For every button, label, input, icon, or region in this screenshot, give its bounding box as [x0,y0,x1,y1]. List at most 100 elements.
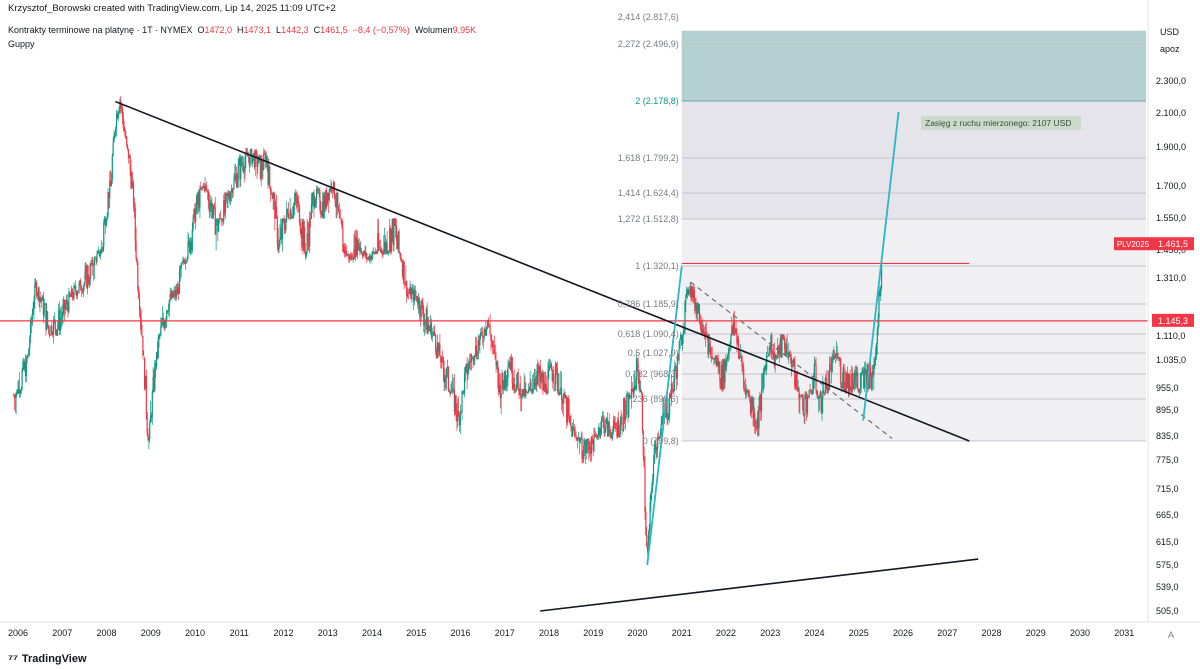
fib-zone-top[interactable] [681,30,1146,101]
candle-body [343,246,346,254]
price-tick-label: 955,0 [1156,383,1179,393]
candle-body [511,356,513,384]
trend-line-channel-dashed[interactable] [690,281,893,439]
candle-body [779,338,781,347]
hline-price-badge[interactable] [1152,313,1194,327]
candle-body [874,359,876,366]
candle-body [58,309,60,325]
candle-body [444,377,446,383]
candle-body [845,372,847,391]
candle-body [525,391,527,396]
candle-body [188,240,190,242]
time-axis[interactable]: 2006 2007 2008 2009 2010 2011 2012 2013 2014 2015… [0,621,1200,638]
candle-body [771,334,773,360]
candle-body [64,304,67,310]
trend-line-projection-2[interactable] [862,111,900,421]
candle-body [591,436,593,440]
candle-body [262,169,264,171]
candle-body [547,370,549,394]
candle-body [746,389,748,391]
candle-body [599,428,601,437]
last-price-badge[interactable] [1152,237,1194,251]
candle-body [381,250,383,253]
candle-body [718,362,720,368]
price-axis[interactable]: 2.300,02.100,01.900,01.700,01.550,01.450… [1114,0,1194,622]
candle-body [480,332,482,335]
time-tick-label: 2017 [495,628,515,638]
candle-body [303,227,305,251]
candle-body [176,289,178,295]
candle-body [715,355,718,366]
candle-body [659,433,661,437]
candle-body [369,256,371,261]
candle-body [372,251,375,253]
candle-body [172,293,175,298]
candle-body [725,361,727,367]
drawing-lines[interactable] [0,100,1148,612]
candle-body [742,366,744,370]
candle-body [753,412,755,418]
candle-body [671,383,673,391]
candle-body [343,246,345,252]
candle-body [829,364,831,389]
candle-body [363,251,365,254]
candle-body [813,363,815,382]
indicator-guppy[interactable]: Guppy [8,39,35,49]
candle-body [269,166,271,187]
candle-body [416,296,418,302]
candle-body [794,358,796,388]
candle-body [280,227,282,238]
candle-body [503,371,506,391]
candle-body [355,237,358,256]
candle-body [341,221,343,229]
candle-body [182,259,184,263]
candle-body [181,262,183,263]
fib-level-label: 2,272 (2.496,9) [618,39,679,49]
candle-body [744,389,747,395]
symbol-title[interactable]: Kontrakty terminowe na platynę · 1T · NY… [8,25,193,35]
candle-body [427,324,429,334]
fibonacci-extension[interactable] [681,30,1146,441]
candle-body [798,387,800,399]
candle-body [330,186,332,191]
candle-body [660,424,662,434]
candle-body [229,191,232,202]
candle-body [865,371,867,389]
candle-body [603,418,605,434]
candle-body [94,258,96,259]
time-tick-label: 2018 [539,628,559,638]
candle-body [430,322,432,338]
candle-body [747,390,749,394]
candle-body [731,326,733,336]
candle-body [756,417,758,429]
currency-label[interactable]: USD [1160,27,1180,37]
candle-body [47,325,50,330]
scale-mode-label[interactable]: apoz [1160,44,1180,54]
measured-move-annotation: Zasięg z ruchu mierzonego: 2107 USD [921,116,1081,130]
candle-body [506,378,508,381]
candle-body [29,337,31,349]
candle-body [196,195,198,204]
candle-body [663,413,665,416]
trend-line-support[interactable] [540,558,979,612]
fib-level-label: 0,5 (1.027,9) [628,348,679,358]
trend-line-projection-1[interactable] [646,266,683,566]
candle-body [861,372,863,374]
candle-body [505,380,507,389]
candle-body [479,334,481,346]
candle-body [486,326,488,331]
tradingview-logo[interactable]: ⁷⁷ TradingView [8,652,87,666]
candle-body [560,387,563,401]
candle-body [639,388,641,392]
candle-body [527,389,530,393]
candle-body [694,302,696,305]
candle-body [741,355,743,367]
auto-scale-button[interactable]: A [1168,630,1175,640]
trend-line-downtrend[interactable] [115,100,970,442]
candle-body [572,426,574,437]
candle-body [423,321,426,326]
candle-body [229,197,231,202]
candle-body [453,389,455,412]
fib-level-label: 1,272 (1.512,8) [618,214,679,224]
